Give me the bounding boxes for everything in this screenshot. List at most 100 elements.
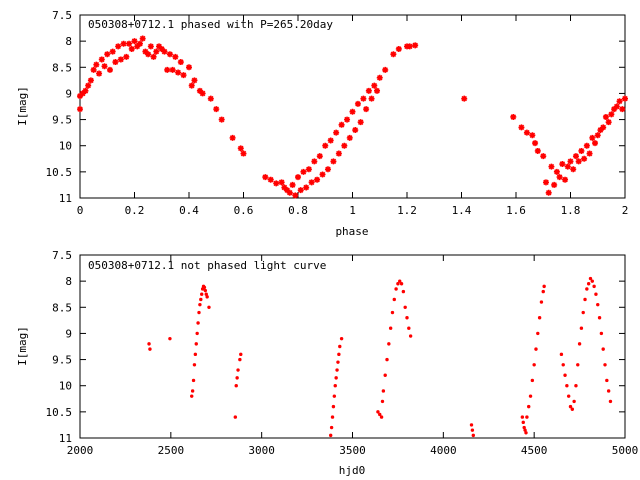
data-point xyxy=(376,410,380,414)
data-point xyxy=(198,302,202,307)
data-point xyxy=(336,360,340,364)
plot-frame xyxy=(79,14,626,199)
data-point xyxy=(360,95,367,102)
data-point xyxy=(147,43,154,50)
data-point xyxy=(344,116,351,123)
data-point xyxy=(139,35,146,42)
x-ticks: 0 0.2 0.4 0.6 0.8 1 1.2 1.4 1.6 1.8 2 xyxy=(77,15,629,217)
data-point xyxy=(566,394,571,398)
data-point xyxy=(156,43,163,50)
data-point xyxy=(407,326,411,330)
data-point xyxy=(193,352,198,357)
data-point xyxy=(525,415,529,419)
data-point xyxy=(196,87,203,94)
y-tick-label: 10 xyxy=(59,140,72,153)
data-point xyxy=(308,179,315,186)
data-point xyxy=(581,155,588,162)
data-point xyxy=(205,295,209,299)
data-point xyxy=(169,66,176,73)
data-point xyxy=(564,163,571,170)
data-point xyxy=(539,300,544,304)
data-point xyxy=(120,40,127,47)
data-point xyxy=(381,389,386,393)
y-tick-label: 7.5 xyxy=(52,9,72,22)
y-tick-label: 7.5 xyxy=(52,249,72,262)
data-point xyxy=(234,384,238,388)
data-point xyxy=(218,116,225,123)
data-point xyxy=(153,48,160,55)
data-point xyxy=(213,106,220,113)
data-point xyxy=(311,158,318,165)
data-point xyxy=(330,158,337,165)
data-point xyxy=(390,51,397,58)
data-point xyxy=(330,415,335,419)
data-point xyxy=(354,100,361,107)
y-tick-label: 8 xyxy=(65,35,72,48)
data-point xyxy=(131,38,138,45)
data-point xyxy=(297,187,304,194)
data-point xyxy=(346,134,353,141)
x-tick-label: 3500 xyxy=(339,444,366,457)
data-point xyxy=(575,158,582,165)
data-point xyxy=(324,166,331,173)
chart-title: 050308+0712.1 not phased light curve xyxy=(88,259,326,272)
data-point xyxy=(98,56,105,63)
x-axis-label: phase xyxy=(335,225,368,238)
data-point xyxy=(188,82,195,89)
data-point xyxy=(134,43,141,50)
data-point xyxy=(572,153,579,160)
y-tick-label: 10.5 xyxy=(46,166,73,179)
y-tick-label: 8.5 xyxy=(52,301,72,314)
data-point xyxy=(207,305,211,309)
x-tick-label: 5000 xyxy=(612,444,639,457)
data-point xyxy=(267,176,274,183)
data-point xyxy=(262,174,269,181)
x-tick-label: 2 xyxy=(622,204,629,217)
data-point xyxy=(579,326,584,330)
data-point xyxy=(190,389,195,393)
data-point xyxy=(406,43,413,50)
data-point xyxy=(542,284,546,289)
data-point xyxy=(332,394,337,398)
data-point xyxy=(150,53,157,60)
data-point xyxy=(380,399,385,404)
data-point xyxy=(583,297,587,302)
y-tick-label: 9.5 xyxy=(52,114,72,127)
data-point xyxy=(333,384,337,388)
data-point xyxy=(523,428,527,432)
data-point xyxy=(240,150,247,157)
data-point xyxy=(597,316,602,320)
data-point xyxy=(518,124,525,131)
data-point xyxy=(570,407,575,411)
data-point xyxy=(576,363,580,367)
data-point xyxy=(186,64,192,71)
data-point xyxy=(594,292,598,296)
y-axis-label: I[mag] xyxy=(16,326,29,366)
x-ticks: 2000 2500 3000 3500 4000 4500 5000 xyxy=(67,255,639,457)
x-tick-label: 2000 xyxy=(67,444,94,457)
data-point xyxy=(303,184,310,191)
data-point xyxy=(556,174,563,181)
data-point xyxy=(331,404,336,409)
y-tick-label: 9 xyxy=(65,87,72,100)
data-point xyxy=(168,336,172,341)
data-point xyxy=(82,87,89,94)
data-point xyxy=(292,192,299,199)
x-tick-label: 0 xyxy=(77,204,84,217)
phased-light-curve-panel: 050308+0712.1 phased with P=265.20day I[… xyxy=(16,9,628,238)
data-point xyxy=(123,53,130,60)
data-point xyxy=(106,66,113,73)
data-point xyxy=(592,284,596,289)
data-point xyxy=(175,69,182,76)
data-point xyxy=(237,145,244,152)
data-point xyxy=(388,326,393,330)
data-point xyxy=(605,119,612,126)
data-point xyxy=(528,394,533,398)
data-point xyxy=(333,129,340,136)
data-point xyxy=(532,363,536,367)
data-point xyxy=(605,378,609,383)
y-tick-label: 8 xyxy=(65,275,72,288)
data-point xyxy=(284,187,291,194)
data-point xyxy=(202,285,207,290)
